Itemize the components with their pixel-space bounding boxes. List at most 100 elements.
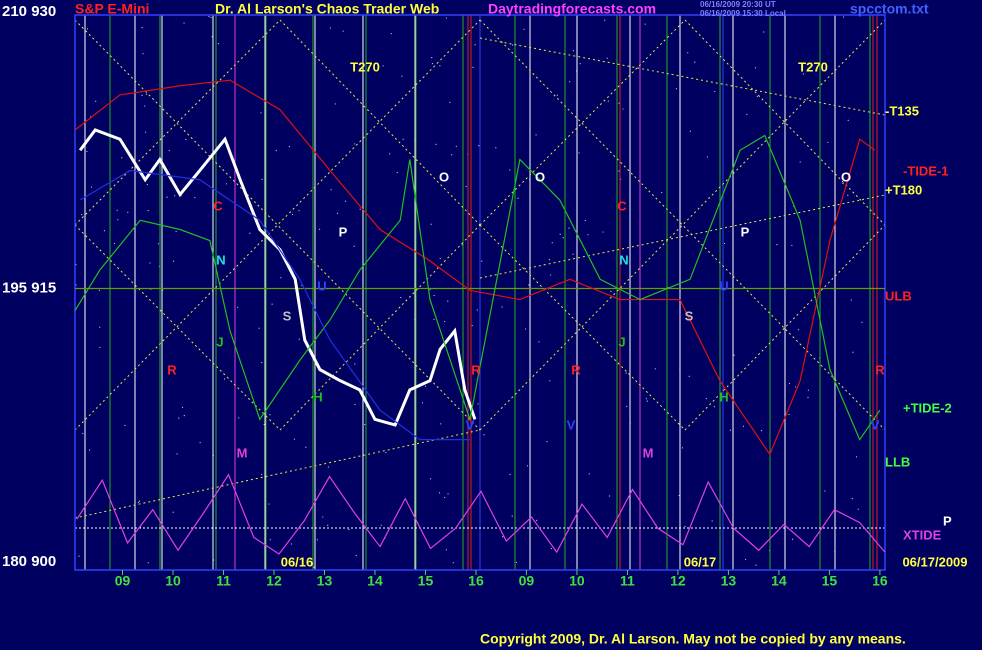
star <box>447 493 449 495</box>
star <box>147 210 149 212</box>
star <box>175 230 177 233</box>
star <box>511 515 513 517</box>
star <box>327 466 330 468</box>
annotation: +TIDE-2 <box>903 400 952 415</box>
annotation: V <box>466 417 475 432</box>
star <box>644 23 646 25</box>
star <box>723 242 726 245</box>
star <box>291 213 294 215</box>
star <box>138 500 141 502</box>
star <box>705 397 707 400</box>
annotation: J <box>618 334 625 349</box>
star <box>174 195 176 197</box>
star <box>588 473 590 475</box>
star <box>579 63 581 65</box>
diagonal <box>479 19 886 431</box>
star <box>536 519 538 521</box>
star <box>431 62 434 65</box>
x-tick-label: 14 <box>367 573 383 589</box>
star <box>319 228 321 230</box>
star <box>476 309 478 311</box>
star <box>569 81 571 83</box>
series-line <box>79 169 470 441</box>
star <box>316 539 318 541</box>
star <box>610 290 612 292</box>
star <box>625 372 627 374</box>
star <box>528 284 530 286</box>
annotation: O <box>841 169 851 184</box>
star <box>258 327 260 329</box>
star <box>354 363 356 365</box>
diagonal <box>74 19 281 226</box>
star <box>477 403 479 405</box>
star <box>142 53 144 55</box>
star <box>465 185 467 188</box>
timestamp: 06/16/2009 15:30 Local <box>700 9 786 18</box>
star <box>824 490 826 492</box>
diagonal <box>479 224 686 431</box>
annotation: C <box>617 198 627 213</box>
x-tick-label: 16 <box>468 573 484 589</box>
star <box>681 447 684 449</box>
annotation: P <box>339 224 348 239</box>
star <box>353 245 355 247</box>
star <box>689 130 691 132</box>
star <box>402 138 404 140</box>
star <box>584 219 587 222</box>
star <box>827 141 829 143</box>
star <box>797 329 800 331</box>
star <box>225 183 228 185</box>
star <box>684 525 686 527</box>
star <box>271 303 273 305</box>
annotation: R <box>167 362 177 377</box>
star <box>788 382 791 385</box>
star <box>760 429 763 432</box>
star <box>144 131 147 133</box>
x-tick-label: 12 <box>266 573 282 589</box>
star <box>438 492 441 494</box>
star <box>390 33 392 35</box>
star <box>113 242 116 245</box>
star <box>562 237 564 239</box>
star <box>430 223 432 225</box>
star <box>86 150 88 153</box>
x-tick-label: 09 <box>115 573 131 589</box>
t135-line <box>479 37 886 116</box>
star <box>261 473 263 476</box>
annotation: R <box>471 362 481 377</box>
star <box>329 27 332 29</box>
star <box>396 172 398 174</box>
star <box>807 389 809 391</box>
annotation: U <box>317 278 326 293</box>
t180-line <box>479 194 886 279</box>
star <box>618 102 620 104</box>
star <box>661 192 663 194</box>
star <box>733 354 735 356</box>
star <box>260 112 262 114</box>
star <box>744 558 747 561</box>
star <box>548 258 550 261</box>
star <box>788 413 790 416</box>
star <box>471 324 473 327</box>
star <box>364 423 366 426</box>
y-tick-label: 210 930 <box>2 3 56 20</box>
star <box>556 94 558 96</box>
chart-title: S&P E-Mini <box>75 1 149 17</box>
annotation: ULB <box>885 288 912 303</box>
star <box>298 210 300 212</box>
star <box>523 28 525 30</box>
time-lines <box>84 15 878 570</box>
star <box>618 170 620 172</box>
star <box>729 429 732 431</box>
star <box>75 284 77 286</box>
star <box>400 296 402 299</box>
star <box>103 230 106 232</box>
star <box>149 262 151 264</box>
star <box>178 417 180 419</box>
star <box>535 134 537 136</box>
annotation: M <box>237 445 248 460</box>
star <box>512 44 514 46</box>
series-line <box>76 473 886 555</box>
star <box>842 182 844 185</box>
annotation: R <box>875 362 885 377</box>
